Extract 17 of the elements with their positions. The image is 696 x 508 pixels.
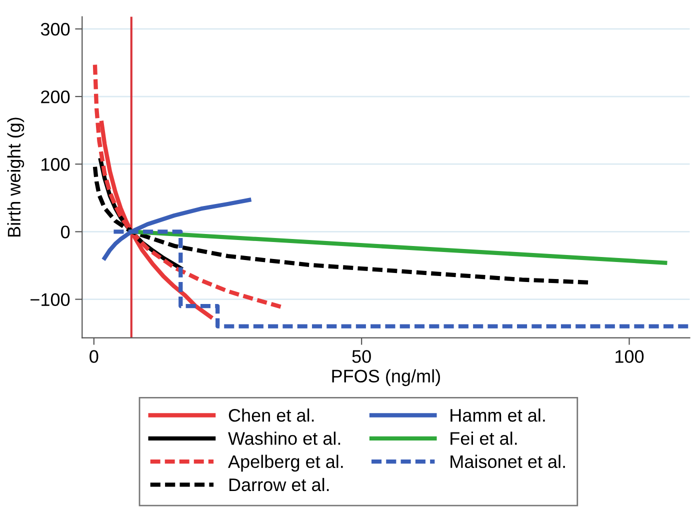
y-tick-label: 0 [60,226,70,238]
y-tick-label: 200 [41,90,70,104]
legend-label: Washino et al. [228,432,340,445]
x-tick-label: 100 [616,350,644,363]
legend-label: Maisonet et al. [450,454,565,468]
y-tick-label: 100 [42,158,70,171]
legend-label: Darrow et al. [229,478,329,492]
legend-label: Fei et al. [450,432,517,445]
y-tick-label: 300 [40,22,70,36]
legend-label: Chen et al. [228,408,314,422]
legend-label: Apelberg et al. [228,454,343,472]
x-tick-label: 0 [90,350,98,363]
x-axis-title: PFOS (ng/ml) [332,369,440,386]
y-tick-label: −100 [30,293,70,306]
y-axis-title: Birth weight (g) [7,118,24,237]
x-tick-label: 50 [352,350,371,363]
legend-label: Hamm et al. [450,408,545,422]
